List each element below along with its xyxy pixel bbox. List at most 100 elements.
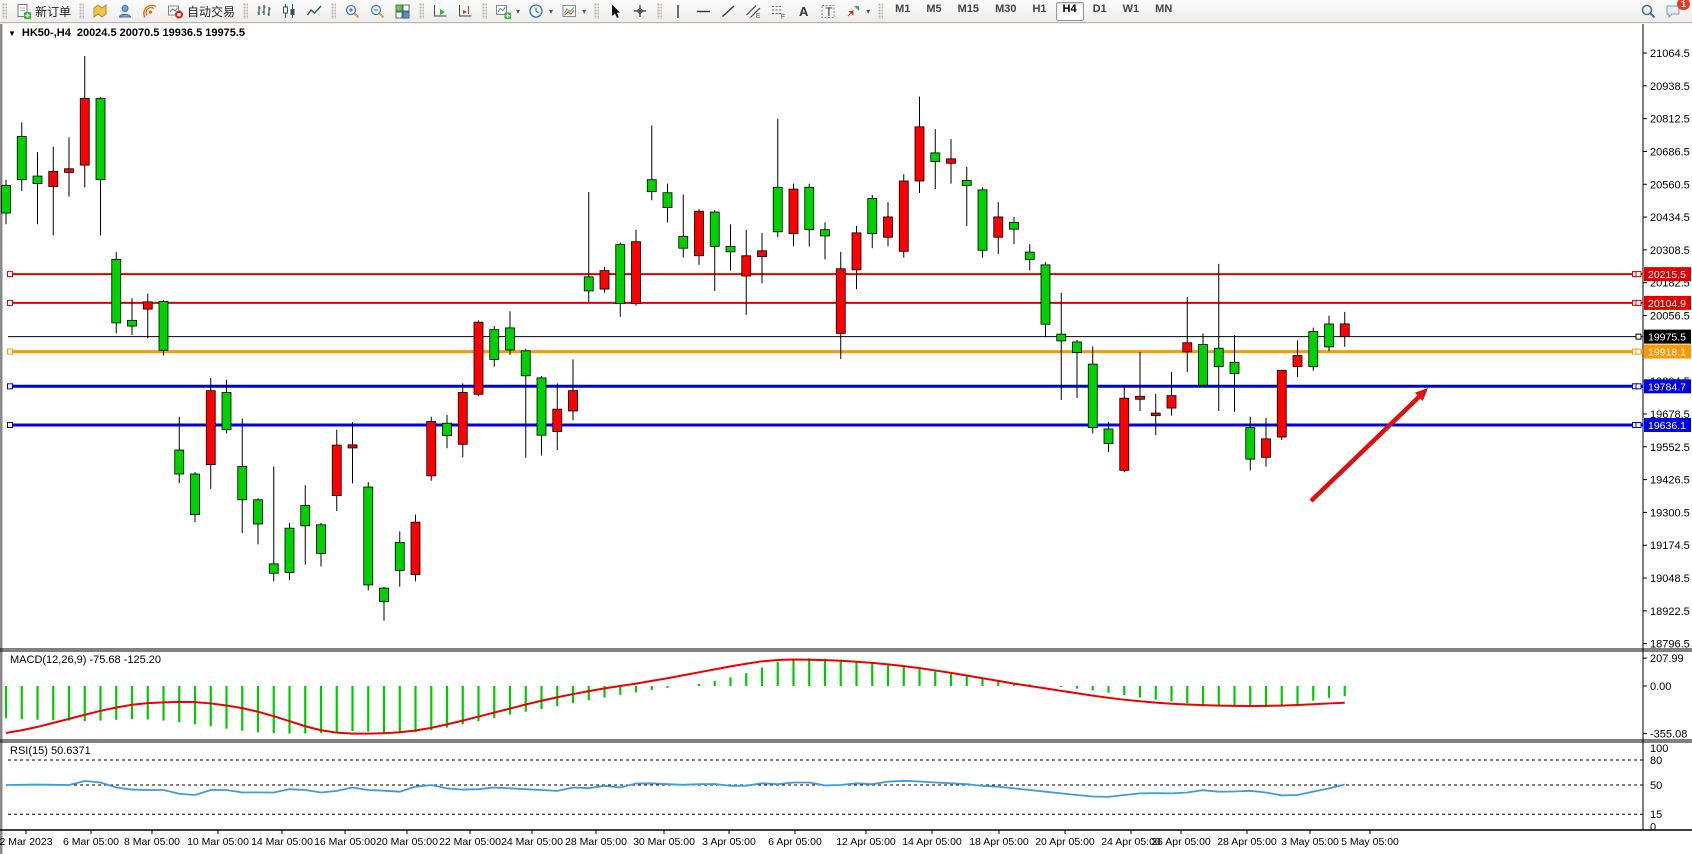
- toolbar-group-grip[interactable]: [482, 3, 488, 19]
- price-tick-label: 20812.5: [1650, 114, 1690, 126]
- macd-tick-label: 207.99: [1650, 653, 1684, 665]
- signals-button[interactable]: [138, 1, 163, 21]
- line-handle[interactable]: [7, 299, 13, 306]
- candle: [489, 329, 500, 360]
- zoom-out-button[interactable]: [365, 1, 390, 21]
- line-chart-button[interactable]: [302, 1, 327, 21]
- timeframe-m1-button[interactable]: M1: [895, 2, 911, 15]
- candle: [316, 524, 326, 554]
- price-badge-label: 19784.7: [1648, 381, 1686, 393]
- line-handle[interactable]: [1635, 422, 1642, 429]
- new-order-button[interactable]: 新订单: [11, 1, 75, 21]
- dropdown-arrow-icon[interactable]: ▾: [516, 6, 521, 16]
- line-handle[interactable]: [7, 422, 13, 429]
- text-button[interactable]: A: [791, 1, 816, 21]
- chart-window[interactable]: 21064.5 20938.5 20812.5 20686.5 20560.5 20434…: [0, 24, 1692, 854]
- toolbar-group-grip[interactable]: [79, 3, 85, 19]
- timeframe-h4-button[interactable]: H4: [1055, 1, 1084, 21]
- periods-button[interactable]: ▾: [524, 1, 557, 21]
- price-tick-label: 20686.5: [1650, 146, 1690, 158]
- chart-shift-button[interactable]: [453, 1, 478, 21]
- candlestick-chart-button[interactable]: [277, 1, 302, 21]
- chart-collapse-icon[interactable]: ▼: [8, 28, 16, 38]
- candles-icon: [281, 3, 298, 20]
- price-tick-label: 19300.5: [1650, 507, 1690, 519]
- candle: [237, 466, 248, 501]
- candle: [1308, 331, 1319, 368]
- candle: [867, 198, 878, 235]
- community-button[interactable]: [113, 1, 138, 21]
- candle: [300, 505, 311, 527]
- zoom-in-button[interactable]: [340, 1, 365, 21]
- line-handle[interactable]: [1635, 348, 1642, 355]
- candle: [1135, 395, 1145, 400]
- trend-arrow-head[interactable]: [1414, 388, 1428, 401]
- toolbar-group-grip[interactable]: [419, 3, 425, 19]
- horizontal-line-button[interactable]: [691, 1, 716, 21]
- line-handle[interactable]: [1635, 383, 1642, 390]
- candle: [331, 444, 342, 497]
- channel-button[interactable]: E: [741, 1, 766, 21]
- trendline-button[interactable]: [716, 1, 741, 21]
- indicators-button[interactable]: ▾: [491, 1, 524, 21]
- toolbar-group-grip[interactable]: [594, 3, 600, 19]
- auto-scroll-button[interactable]: [428, 1, 453, 21]
- line-handle[interactable]: [7, 383, 13, 390]
- price-tick-label: 20938.5: [1650, 81, 1690, 93]
- toolbar-group-grip[interactable]: [878, 3, 884, 19]
- arrows-button[interactable]: ▾: [841, 1, 874, 21]
- timeframe-m15-button[interactable]: M15: [957, 2, 980, 15]
- new-order-button-label: 新订单: [35, 4, 72, 19]
- candle: [1339, 323, 1350, 338]
- toolbar-group-grip[interactable]: [331, 3, 337, 19]
- candle: [1182, 342, 1193, 353]
- price-chart-plot[interactable]: 21064.5 20938.5 20812.5 20686.5 20560.5 20434…: [0, 24, 1692, 854]
- toolbar-group-grip[interactable]: [657, 3, 663, 19]
- candle: [1245, 427, 1256, 460]
- timeframe-mn-button[interactable]: MN: [1155, 2, 1173, 15]
- timeframe-h1-button[interactable]: H1: [1032, 2, 1047, 15]
- candle: [820, 229, 830, 237]
- fibonacci-button[interactable]: F: [766, 1, 791, 21]
- time-label: 20 Apr 05:00: [1035, 836, 1095, 848]
- line-handle[interactable]: [7, 271, 13, 278]
- cursor-button[interactable]: [603, 1, 628, 21]
- candle: [631, 241, 641, 305]
- autotrading-button[interactable]: 自动交易: [163, 1, 239, 21]
- candle: [16, 136, 27, 181]
- chart-title-bar: ▼ HK50-,H4 20024.5 20070.5 19936.5 19975…: [8, 27, 245, 39]
- templates-button[interactable]: ▾: [557, 1, 590, 21]
- dropdown-arrow-icon[interactable]: ▾: [549, 6, 554, 16]
- timeframe-d1-button[interactable]: D1: [1092, 2, 1107, 15]
- dropdown-arrow-icon[interactable]: ▾: [582, 6, 587, 16]
- search-icon: [1640, 3, 1657, 20]
- price-tick-label: 20056.5: [1650, 311, 1690, 323]
- trend-arrow[interactable]: [1309, 392, 1424, 503]
- candle: [725, 245, 736, 253]
- autotrading-button-label: 自动交易: [187, 4, 236, 19]
- tile-windows-button[interactable]: [390, 1, 415, 21]
- toolbar-group-grip[interactable]: [2, 3, 7, 19]
- candle: [757, 250, 767, 257]
- text-label-button[interactable]: T: [816, 1, 841, 21]
- signals-icon: [142, 3, 159, 20]
- profiles-button[interactable]: [88, 1, 113, 21]
- vertical-line-button[interactable]: [666, 1, 691, 21]
- line-handle[interactable]: [7, 348, 13, 355]
- chat-notifications-button[interactable]: 1: [1661, 0, 1690, 21]
- line-handle[interactable]: [1635, 299, 1642, 306]
- line-handle[interactable]: [1635, 333, 1642, 340]
- line-handle[interactable]: [1635, 271, 1642, 278]
- timeframe-m5-button[interactable]: M5: [926, 2, 942, 15]
- toolbar-group-grip[interactable]: [243, 3, 249, 19]
- candle: [174, 449, 185, 475]
- profiles-icon: [92, 3, 109, 20]
- search-button[interactable]: [1636, 1, 1661, 21]
- timeframe-w1-button[interactable]: W1: [1122, 2, 1140, 15]
- bar-chart-button[interactable]: [252, 1, 277, 21]
- timeframe-m30-button[interactable]: M30: [995, 2, 1017, 15]
- crosshair-button[interactable]: [628, 1, 653, 21]
- dropdown-arrow-icon[interactable]: ▾: [866, 6, 871, 16]
- candle: [1119, 397, 1130, 471]
- candle: [1009, 222, 1019, 230]
